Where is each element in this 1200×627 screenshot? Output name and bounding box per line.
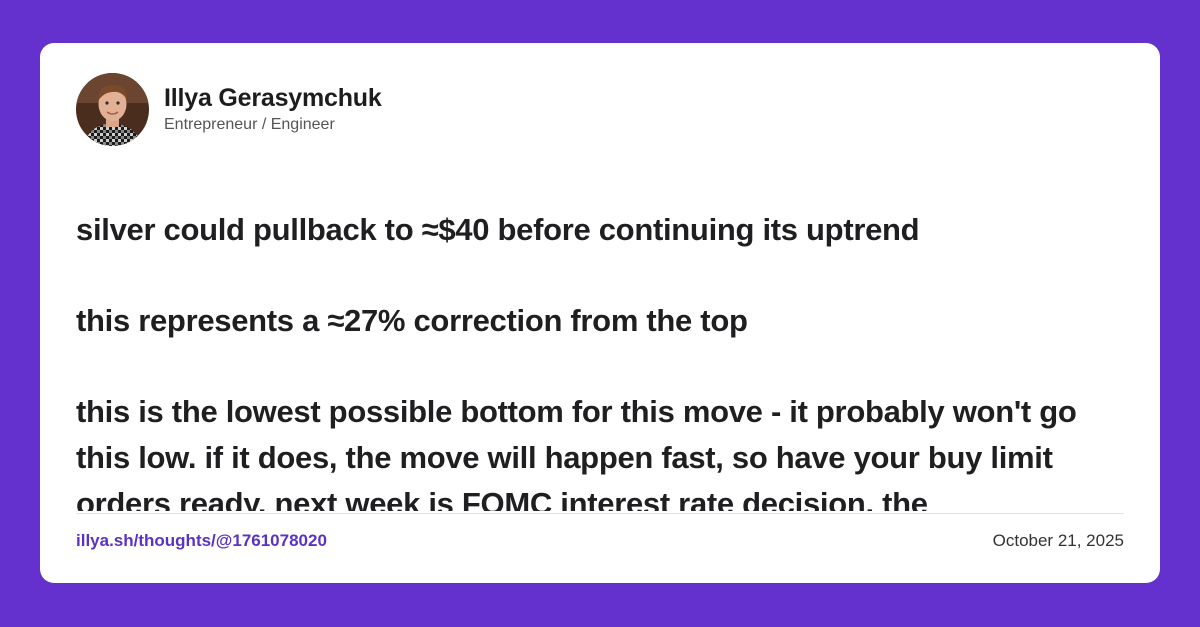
post-permalink[interactable]: illya.sh/thoughts/@1761078020 [76, 531, 327, 550]
post-card: Illya Gerasymchuk Entrepreneur / Enginee… [40, 43, 1160, 583]
author-info: Illya Gerasymchuk Entrepreneur / Enginee… [164, 83, 382, 136]
post-paragraph: silver could pullback to ≈$40 before con… [76, 212, 920, 247]
avatar[interactable] [76, 73, 149, 146]
post-content: silver could pullback to ≈$40 before con… [76, 207, 1126, 511]
post-date: October 21, 2025 [992, 531, 1124, 550]
post-paragraph: this is the lowest possible bottom for t… [76, 394, 1077, 511]
author-header: Illya Gerasymchuk Entrepreneur / Enginee… [76, 73, 382, 146]
avatar-photo-icon [76, 73, 149, 146]
post-paragraph: this represents a ≈27% correction from t… [76, 303, 748, 338]
author-name[interactable]: Illya Gerasymchuk [164, 84, 382, 112]
footer-divider [76, 513, 1124, 514]
author-role: Entrepreneur / Engineer [164, 116, 335, 133]
